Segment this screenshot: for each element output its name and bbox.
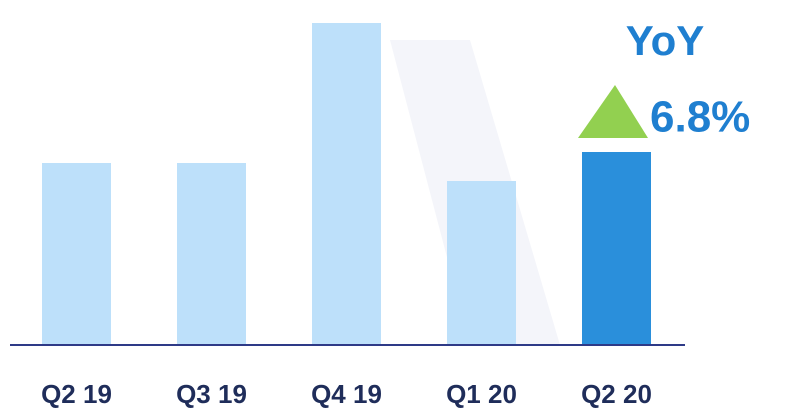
- annotation: YoY: [626, 17, 705, 64]
- x-tick-label: Q2 19: [41, 379, 112, 409]
- up-arrow: [578, 85, 648, 138]
- annotation: 6.8%: [650, 93, 750, 142]
- bar: [42, 163, 111, 345]
- x-tick-label: Q3 19: [176, 379, 247, 409]
- bar: [312, 23, 381, 345]
- bar: [177, 163, 246, 345]
- x-tick-label: Q4 19: [311, 379, 382, 409]
- bar: [447, 181, 516, 345]
- bar: [582, 152, 651, 345]
- x-tick-label: Q1 20: [446, 379, 517, 409]
- x-tick-label: Q2 20: [581, 379, 652, 409]
